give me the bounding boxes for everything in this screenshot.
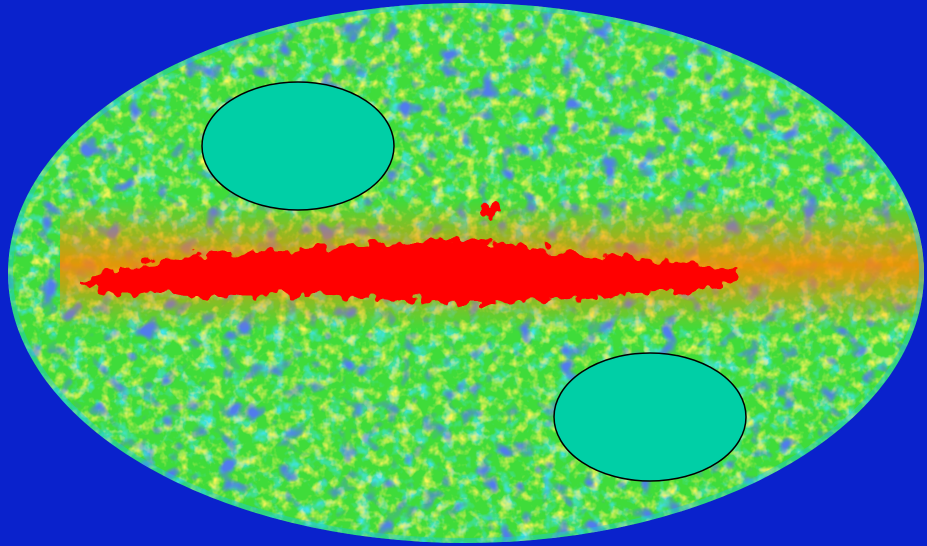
- mask-ellipse-lower-right: [553, 352, 747, 482]
- galactic-plane-band: [82, 204, 739, 303]
- mask-ellipse-upper-left: [201, 81, 395, 211]
